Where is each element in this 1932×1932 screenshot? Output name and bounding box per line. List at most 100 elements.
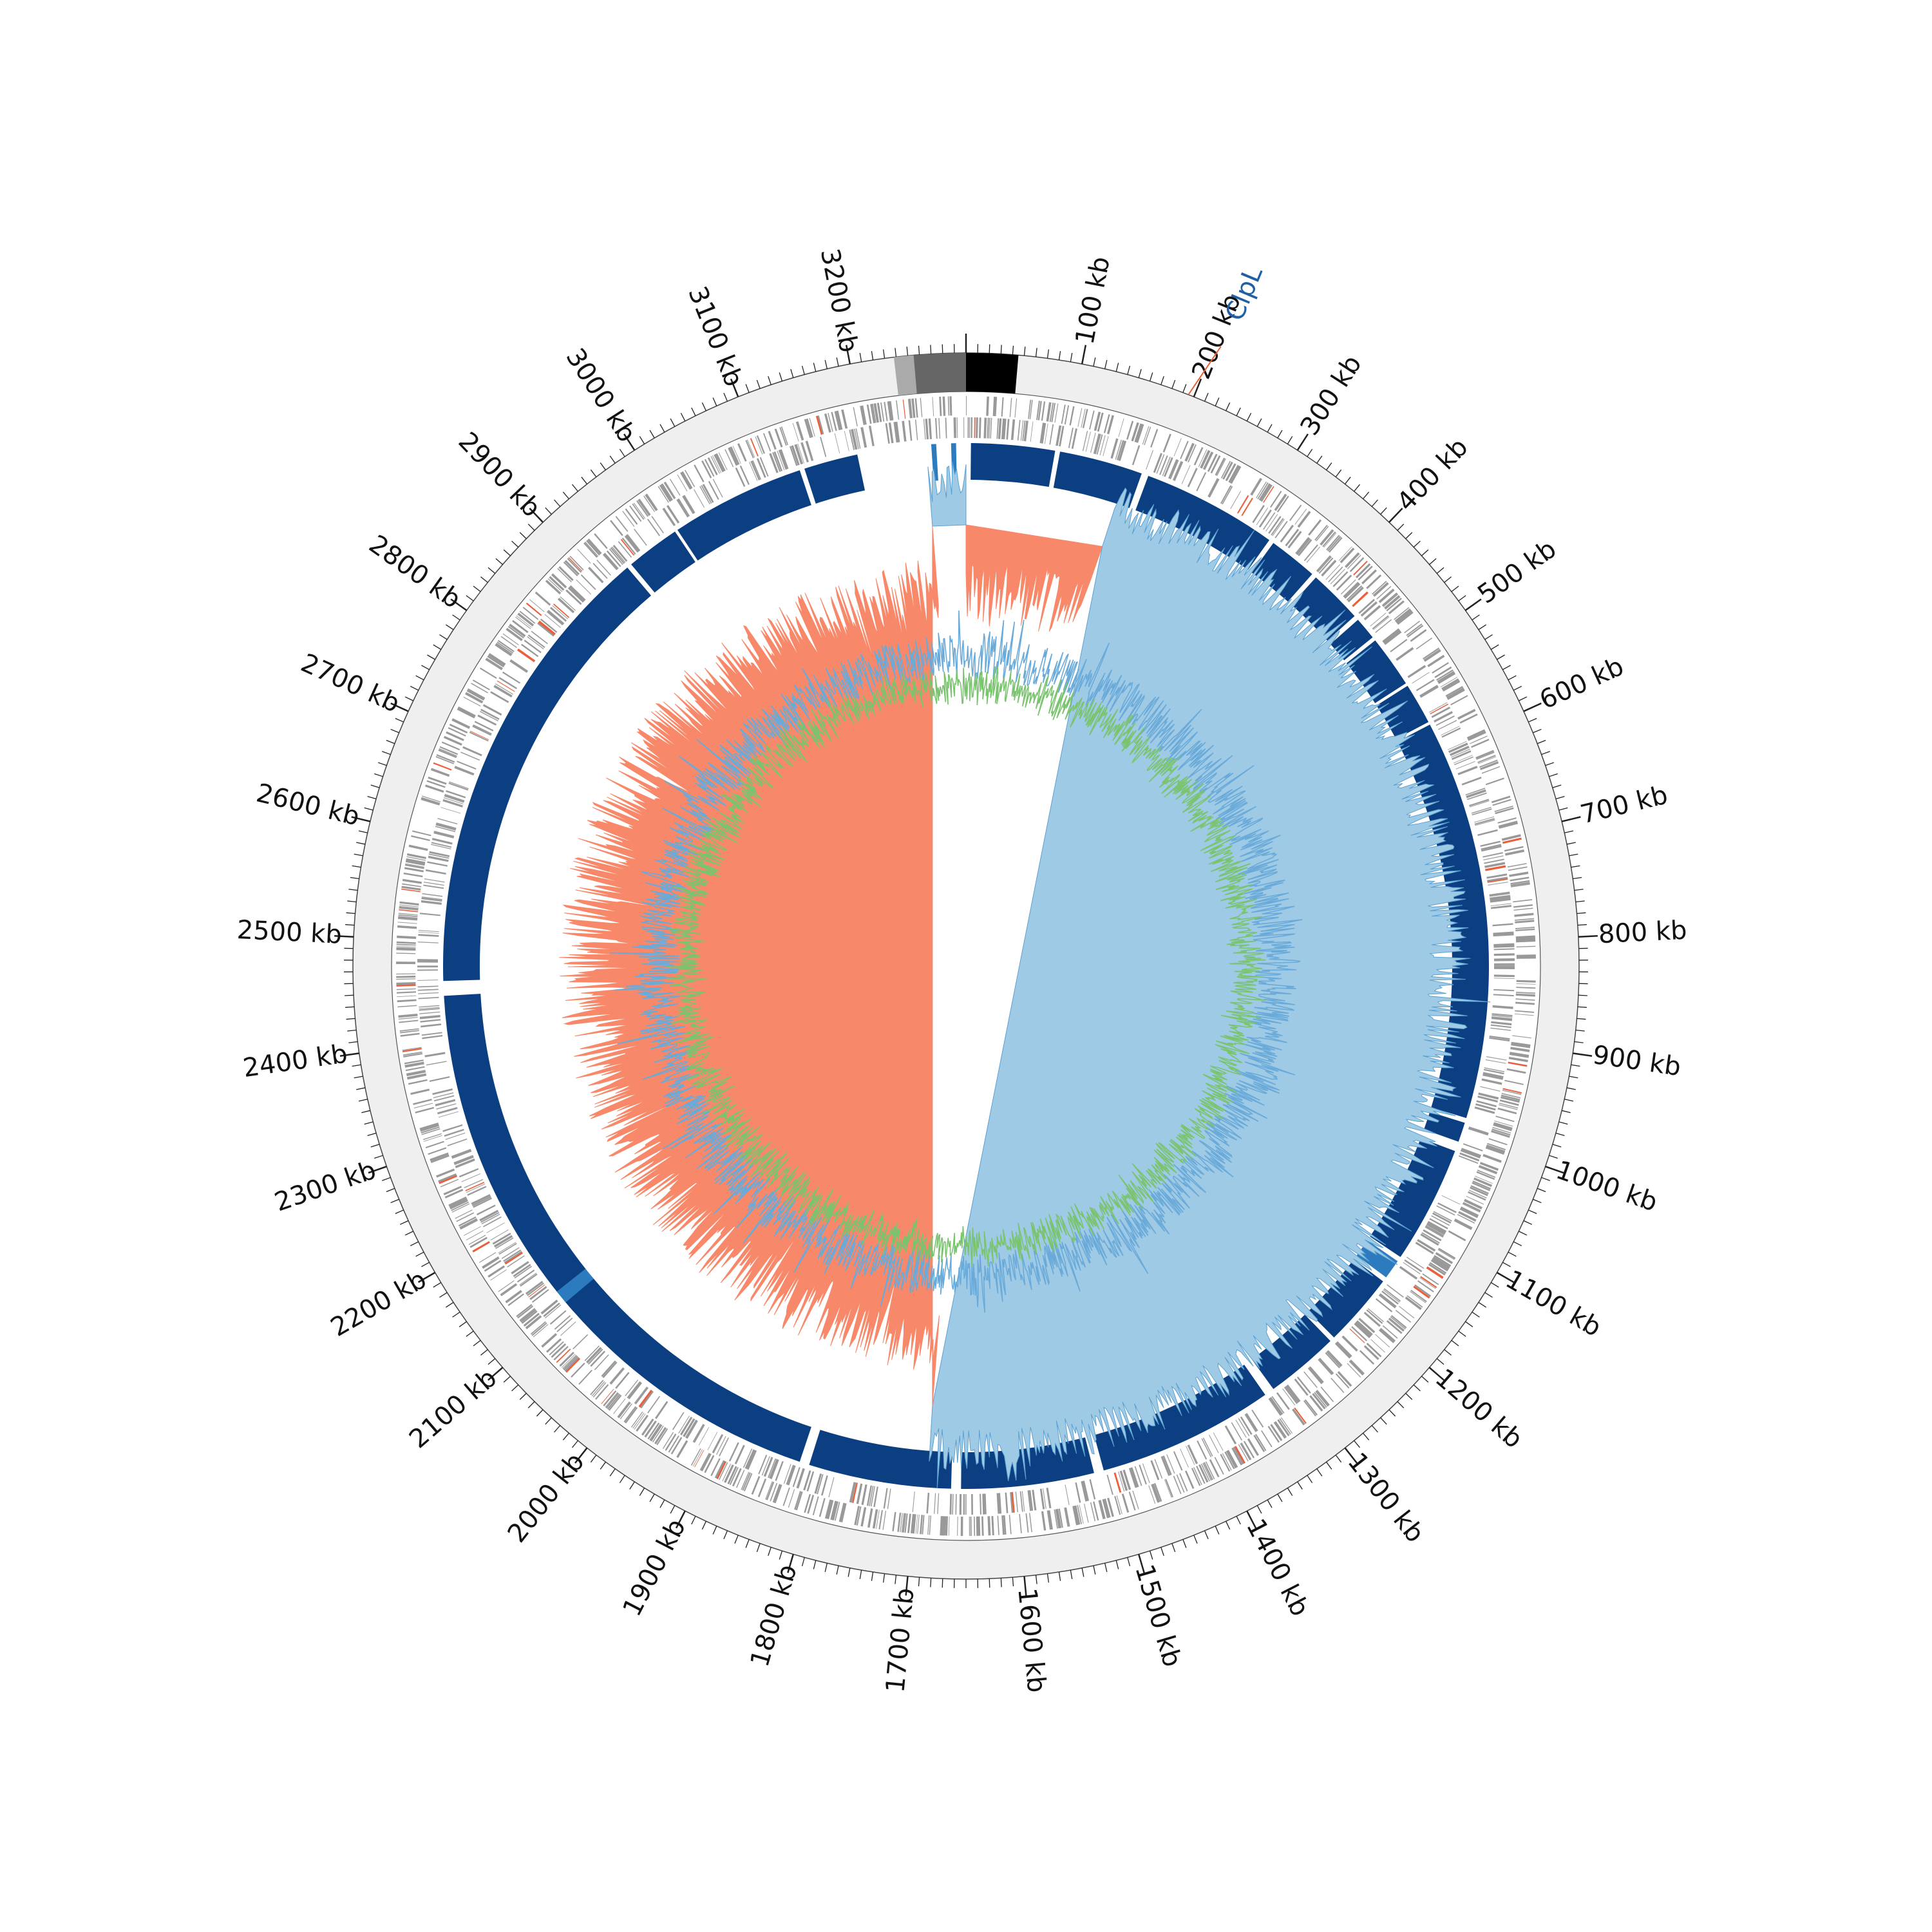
gene-feature [1021, 1491, 1025, 1512]
minor-tick [1484, 1292, 1493, 1298]
gene-feature [920, 397, 923, 417]
gene-feature [1515, 1001, 1535, 1005]
gene-feature [1502, 837, 1522, 844]
gene-feature [1019, 1491, 1023, 1512]
gene-feature [557, 598, 575, 614]
minor-tick [352, 1064, 361, 1067]
minor-tick [1104, 359, 1108, 369]
minor-tick [446, 624, 454, 630]
gene-feature [1516, 983, 1536, 985]
gene-feature [411, 835, 430, 842]
gene-feature [497, 639, 515, 652]
gene-feature [1367, 1308, 1384, 1323]
gene-feature [693, 1424, 705, 1443]
gene-feature [523, 1312, 540, 1327]
gene-feature [540, 1300, 558, 1315]
gene-feature [1406, 1256, 1425, 1269]
gene-feature [1429, 1218, 1448, 1229]
gene-feature [1150, 1460, 1160, 1481]
gene-feature [634, 1413, 646, 1430]
gene-feature [719, 1462, 728, 1481]
gene-feature [1358, 598, 1376, 614]
gene-feature [1003, 1515, 1007, 1535]
gene-feature [458, 1216, 477, 1227]
gene-feature [444, 1128, 464, 1137]
gene-feature [1508, 1061, 1528, 1067]
gene-feature [1119, 1470, 1128, 1492]
gene-feature [925, 419, 929, 440]
gene-feature [1003, 419, 1007, 440]
minor-tick [882, 349, 886, 359]
gene-feature [504, 1251, 524, 1265]
tick-label: 2600 kb [253, 778, 362, 831]
minor-tick [354, 853, 363, 857]
gene-feature [914, 398, 918, 418]
gene-feature [480, 708, 500, 720]
synteny-block [631, 531, 696, 593]
gene-feature [1383, 1288, 1401, 1302]
gene-feature [569, 585, 585, 601]
gene-feature [1321, 560, 1337, 577]
gene-feature [828, 1477, 835, 1498]
gene-feature [481, 1213, 500, 1225]
gene-feature [401, 888, 421, 893]
gene-feature [1414, 1284, 1432, 1297]
gene-feature [1397, 611, 1414, 625]
tick-label: 1400 kb [1240, 1514, 1315, 1621]
minor-tick [1508, 675, 1517, 681]
minor-tick [1093, 357, 1096, 366]
gene-feature [444, 1189, 464, 1198]
gene-feature [1010, 419, 1016, 440]
minor-tick [382, 1177, 391, 1181]
gene-feature [436, 1103, 457, 1110]
gene-feature [459, 1218, 477, 1229]
gene-feature [1277, 1419, 1290, 1437]
tick-label: 3200 kb [815, 246, 864, 355]
gene-feature [1390, 1314, 1407, 1329]
gene-feature [419, 1122, 439, 1130]
gene-feature [1006, 419, 1010, 440]
gene-feature [770, 1459, 779, 1479]
gene-feature [1460, 1149, 1481, 1159]
gene-feature [1372, 580, 1387, 595]
gene-feature [1256, 507, 1269, 526]
minor-tick [848, 1567, 851, 1577]
gene-feature [949, 1493, 952, 1515]
gene-feature [1046, 1488, 1052, 1509]
gene-feature [1489, 1036, 1510, 1040]
gene-feature [418, 931, 439, 934]
minor-tick [1472, 1311, 1480, 1318]
gene-feature [1170, 459, 1179, 480]
gene-feature [1501, 834, 1521, 841]
synteny-block [1251, 1314, 1331, 1389]
gene-feature [1358, 1318, 1376, 1334]
gene-feature [1128, 1467, 1138, 1488]
gene-feature [1510, 882, 1530, 887]
gene-feature [866, 404, 872, 424]
gene-feature [1516, 987, 1536, 989]
minor-tick [1307, 1475, 1313, 1483]
gene-feature [402, 1051, 422, 1056]
gene-feature [529, 1285, 547, 1300]
gene-feature [1338, 546, 1352, 562]
gene-feature [893, 422, 898, 443]
gene-feature [875, 403, 880, 422]
gene-feature [1043, 1488, 1046, 1509]
major-tick [351, 816, 371, 822]
minor-tick [433, 1282, 442, 1288]
gene-feature [422, 893, 443, 897]
minor-tick [1397, 524, 1405, 531]
gene-feature [1229, 466, 1242, 484]
gene-feature [796, 1468, 804, 1488]
gene-feature [1492, 1013, 1513, 1017]
gene-feature [1512, 1035, 1531, 1039]
gene-feature [997, 1515, 999, 1535]
gene-feature [541, 1333, 558, 1348]
gene-link-line [1188, 346, 1222, 395]
gene-feature [1472, 808, 1492, 816]
gene-feature [516, 615, 532, 628]
gene-feature [1326, 1351, 1341, 1368]
gene-feature [782, 1487, 790, 1506]
gene-feature [1470, 735, 1488, 744]
gene-feature [959, 1493, 962, 1515]
